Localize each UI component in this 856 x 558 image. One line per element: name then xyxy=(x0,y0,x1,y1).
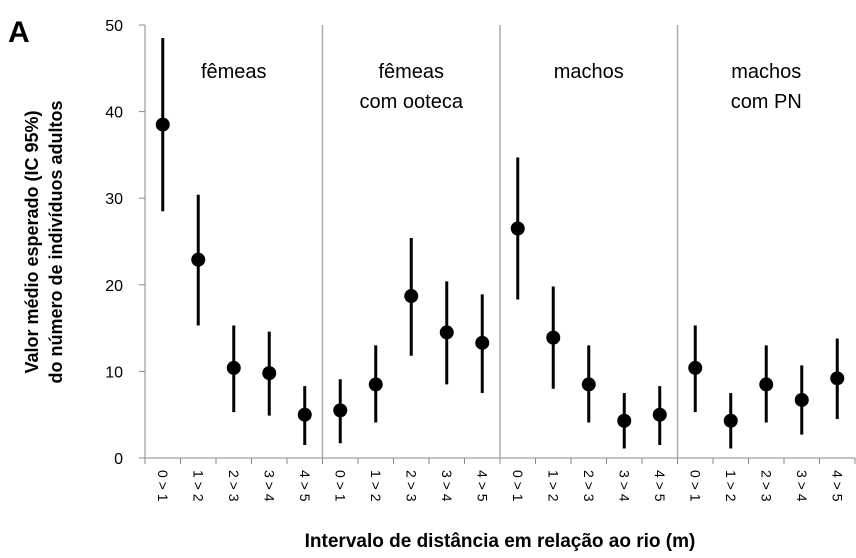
x-tick-label: 0 > 1 xyxy=(155,470,171,502)
point xyxy=(191,252,206,267)
y-tick-label: 30 xyxy=(105,191,123,208)
point xyxy=(688,360,703,375)
point xyxy=(368,377,383,392)
point xyxy=(510,221,525,236)
x-tick-label: 4 > 5 xyxy=(829,470,845,502)
point xyxy=(333,403,348,418)
point xyxy=(759,377,774,392)
group-label: fêmeas xyxy=(378,61,444,83)
x-tick-label: 3 > 4 xyxy=(439,470,455,502)
y-tick-label: 0 xyxy=(114,451,123,468)
point xyxy=(723,413,738,428)
x-tick-label: 3 > 4 xyxy=(616,470,632,502)
y-tick-label: 20 xyxy=(105,278,123,295)
y-tick-label: 40 xyxy=(105,105,123,122)
x-tick-label: 3 > 4 xyxy=(794,470,810,502)
point xyxy=(262,366,277,381)
x-tick-label: 4 > 5 xyxy=(652,470,668,502)
y-axis-title: Valor médio esperado (IC 95%) xyxy=(22,110,42,373)
point xyxy=(617,413,632,428)
point xyxy=(297,407,312,422)
group-label: com PN xyxy=(731,91,802,113)
group-label: machos xyxy=(731,61,801,83)
group-label: fêmeas xyxy=(201,61,267,83)
x-tick-label: 2 > 3 xyxy=(758,470,774,502)
x-tick-label: 2 > 3 xyxy=(403,470,419,502)
point xyxy=(439,325,454,340)
point xyxy=(404,289,419,304)
point xyxy=(652,407,667,422)
x-tick-label: 4 > 5 xyxy=(297,470,313,502)
point xyxy=(155,117,170,132)
y-tick-label: 50 xyxy=(105,18,123,35)
x-axis-title: Intervalo de distância em relação ao rio… xyxy=(305,531,696,552)
point xyxy=(226,360,241,375)
y-tick-label: 10 xyxy=(105,364,123,381)
point xyxy=(581,377,596,392)
x-tick-label: 4 > 5 xyxy=(474,470,490,502)
point xyxy=(546,330,561,345)
x-tick-label: 1 > 2 xyxy=(723,470,739,502)
point xyxy=(794,392,809,407)
x-tick-label: 1 > 2 xyxy=(368,470,384,502)
x-tick-label: 2 > 3 xyxy=(226,470,242,502)
x-tick-label: 3 > 4 xyxy=(261,470,277,502)
point xyxy=(830,371,845,386)
x-tick-label: 1 > 2 xyxy=(545,470,561,502)
x-tick-label: 2 > 3 xyxy=(581,470,597,502)
point xyxy=(475,335,490,350)
y-axis-title: do número de indivíduos adultos xyxy=(46,100,66,383)
x-tick-label: 0 > 1 xyxy=(510,470,526,502)
group-label: com ooteca xyxy=(360,91,464,113)
group-label: machos xyxy=(554,61,624,83)
x-tick-label: 0 > 1 xyxy=(687,470,703,502)
panel-label: A xyxy=(8,16,30,49)
x-tick-label: 1 > 2 xyxy=(190,470,206,502)
x-tick-label: 0 > 1 xyxy=(332,470,348,502)
